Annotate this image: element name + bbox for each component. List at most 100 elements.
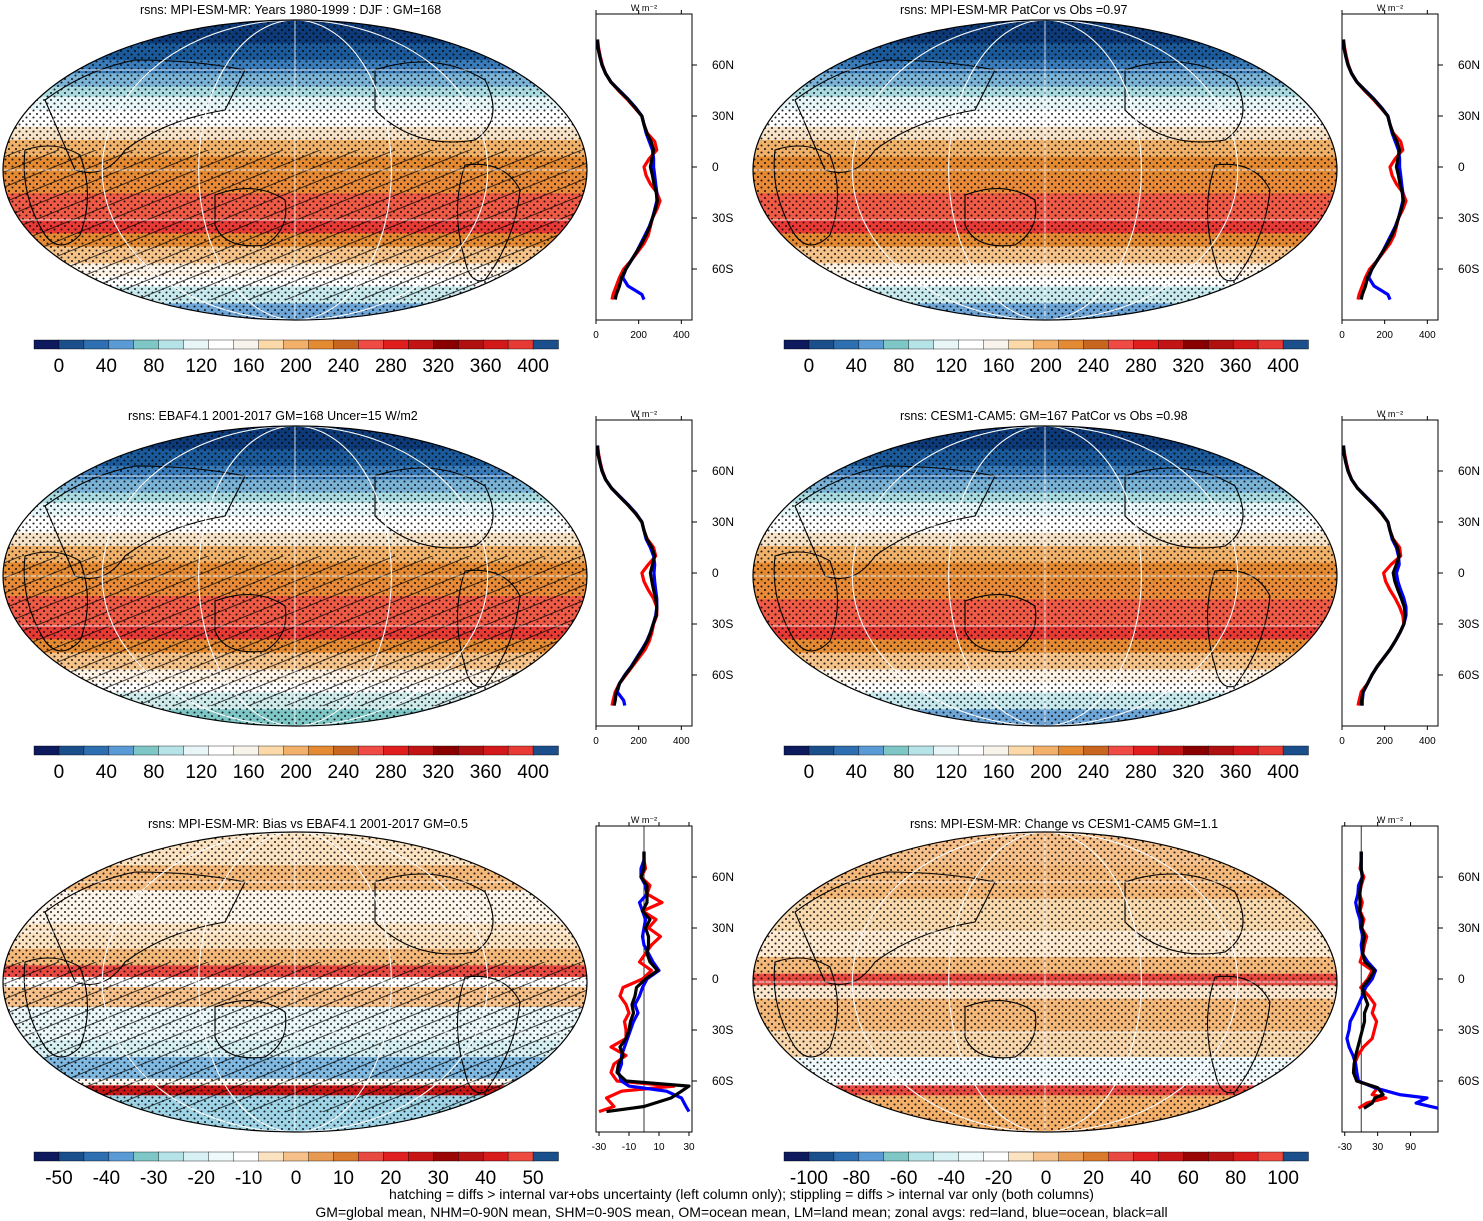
colorbar-swatch [133,1151,160,1162]
map-field [753,20,1337,320]
footer-note-hatching: hatching = diffs > internal var+obs unce… [389,1186,1094,1202]
zonal-profile-2: 60N 30N 0 30S 60S 0 200 400 W m⁻² [593,409,734,747]
colorbar-tick-label: 0 [804,762,815,783]
colorbar-tick-label: 120 [185,762,217,783]
colorbar-swatch [58,1151,85,1162]
colorbar-tick-label: 160 [233,356,265,377]
profile-frame [595,419,693,727]
colorbar-swatch [358,745,385,756]
profile-x-label: 0 [593,736,599,747]
profile-lat-label: 30N [712,921,734,935]
profile-unit-label: W m⁻² [631,815,657,825]
profile-x-label: 0 [1339,330,1345,341]
colorbar-swatch [1083,745,1110,756]
colorbar-tick-label: 20 [1083,1168,1104,1189]
profile-unit-label: W m⁻² [1377,3,1403,13]
colorbar-swatch [1133,745,1159,756]
map-border [2,831,588,1133]
colorbar-swatch [183,745,210,756]
colorbar-swatch [532,745,559,756]
colorbar-tick-label: 400 [517,356,549,377]
footer-note-legend: GM=global mean, NHM=0-90N mean, SHM=0-90… [315,1204,1168,1220]
colorbar-swatch [308,745,335,756]
colorbar-tick-label: 20 [380,1168,401,1189]
colorbar-swatch [883,1151,910,1162]
colorbar-tick-label: 360 [1220,356,1252,377]
profile-lat-label: 30S [1458,1023,1479,1037]
graticule-meridian [948,20,1142,320]
colorbar-tick-label: 360 [470,762,502,783]
colorbar-tick-label: 120 [935,762,967,783]
colorbar-swatch [1108,1151,1135,1162]
colorbar-swatch [1232,1151,1259,1162]
colorbar-swatch [108,745,135,756]
map-panel-5 [752,831,1338,1133]
colorbar-tick-label: 10 [333,1168,354,1189]
colorbar-swatch [1108,745,1135,756]
colorbar-swatch [183,339,210,350]
profile-series-black [1341,39,1406,300]
profile-unit-label: W m⁻² [1377,409,1403,419]
colorbar-swatch [158,745,185,756]
profile-lat-label: 60N [712,58,734,72]
colorbar-tick-label: 100 [1267,1168,1299,1189]
colorbar-swatch [783,745,810,756]
colorbar-swatch [233,339,260,350]
colorbar-tick-label: -30 [140,1168,167,1189]
colorbar-tick-label: 280 [1125,356,1157,377]
colorbar-swatch [433,339,459,350]
colorbar-3: 0 40 80 120 160 200 240 280 320 360 400 [783,745,1309,783]
profile-lat-label: 0 [1458,160,1465,174]
colorbar-swatch [408,339,434,350]
colorbar-swatch [1232,745,1259,756]
profile-lat-label: 30N [712,515,734,529]
profile-x-label: 90 [1405,1142,1417,1153]
colorbar-swatch [358,339,385,350]
map-panel-4 [2,831,588,1133]
colorbar-swatch [1282,1151,1309,1162]
colorbar-swatch [58,339,85,350]
profile-lat-label: 60N [1458,464,1480,478]
colorbar-swatch [358,1151,385,1162]
colorbar-tick-label: 280 [375,762,407,783]
colorbar-swatch [1008,339,1035,350]
profile-series-blue [1345,851,1439,1110]
zonal-profile-0: 60N 30N 0 30S 60S 0 200 400 W m⁻² [593,3,734,341]
colorbar-tick-label: 360 [470,356,502,377]
colorbar-swatch [1257,1151,1284,1162]
colorbar-tick-label: 40 [846,356,867,377]
colorbar-swatch [383,1151,409,1162]
colorbar-swatch [158,339,185,350]
colorbar-tick-label: 200 [280,356,312,377]
map-panel-2 [2,425,588,727]
colorbar-swatch [233,1151,260,1162]
colorbar-swatch [1207,1151,1234,1162]
colorbar-tick-label: 0 [1041,1168,1052,1189]
graticule-meridian [851,20,1239,320]
colorbar-tick-label: -50 [45,1168,72,1189]
colorbar-tick-label: -10 [235,1168,262,1189]
colorbar-swatch [383,745,409,756]
colorbar-swatch [1083,1151,1110,1162]
colorbar-tick-label: 60 [1178,1168,1199,1189]
colorbar-swatch [1033,339,1060,350]
colorbar-tick-label: 280 [1125,762,1157,783]
profile-lat-label: 30N [712,109,734,123]
profile-lat-label: 30S [1458,617,1479,631]
colorbar-tick-label: 280 [375,356,407,377]
colorbar-swatch [433,1151,459,1162]
colorbar-swatch [1183,1151,1209,1162]
colorbar-tick-label: 360 [1220,762,1252,783]
profile-series-blue [616,851,691,1113]
colorbar-tick-label: 200 [1030,762,1062,783]
colorbar-tick-label: -20 [187,1168,214,1189]
map-field [753,426,1337,726]
colorbar-swatch [958,1151,985,1162]
colorbar-swatch [883,339,910,350]
colorbar-swatch [1058,745,1085,756]
graticule-meridian [948,426,1142,726]
zonal-profile-5: 60N 30N 0 30S 60S -30 30 90 W m⁻² [1338,815,1480,1153]
panel-title-model-djf: rsns: MPI-ESM-MR: Years 1980-1999 : DJF … [140,3,442,17]
colorbar-swatch [983,1151,1010,1162]
